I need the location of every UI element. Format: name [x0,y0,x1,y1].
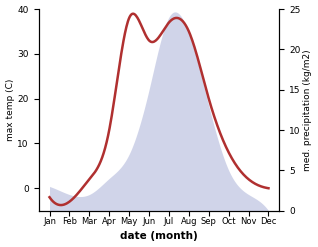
Y-axis label: max temp (C): max temp (C) [5,79,15,141]
X-axis label: date (month): date (month) [120,231,198,242]
Y-axis label: med. precipitation (kg/m2): med. precipitation (kg/m2) [303,49,313,171]
